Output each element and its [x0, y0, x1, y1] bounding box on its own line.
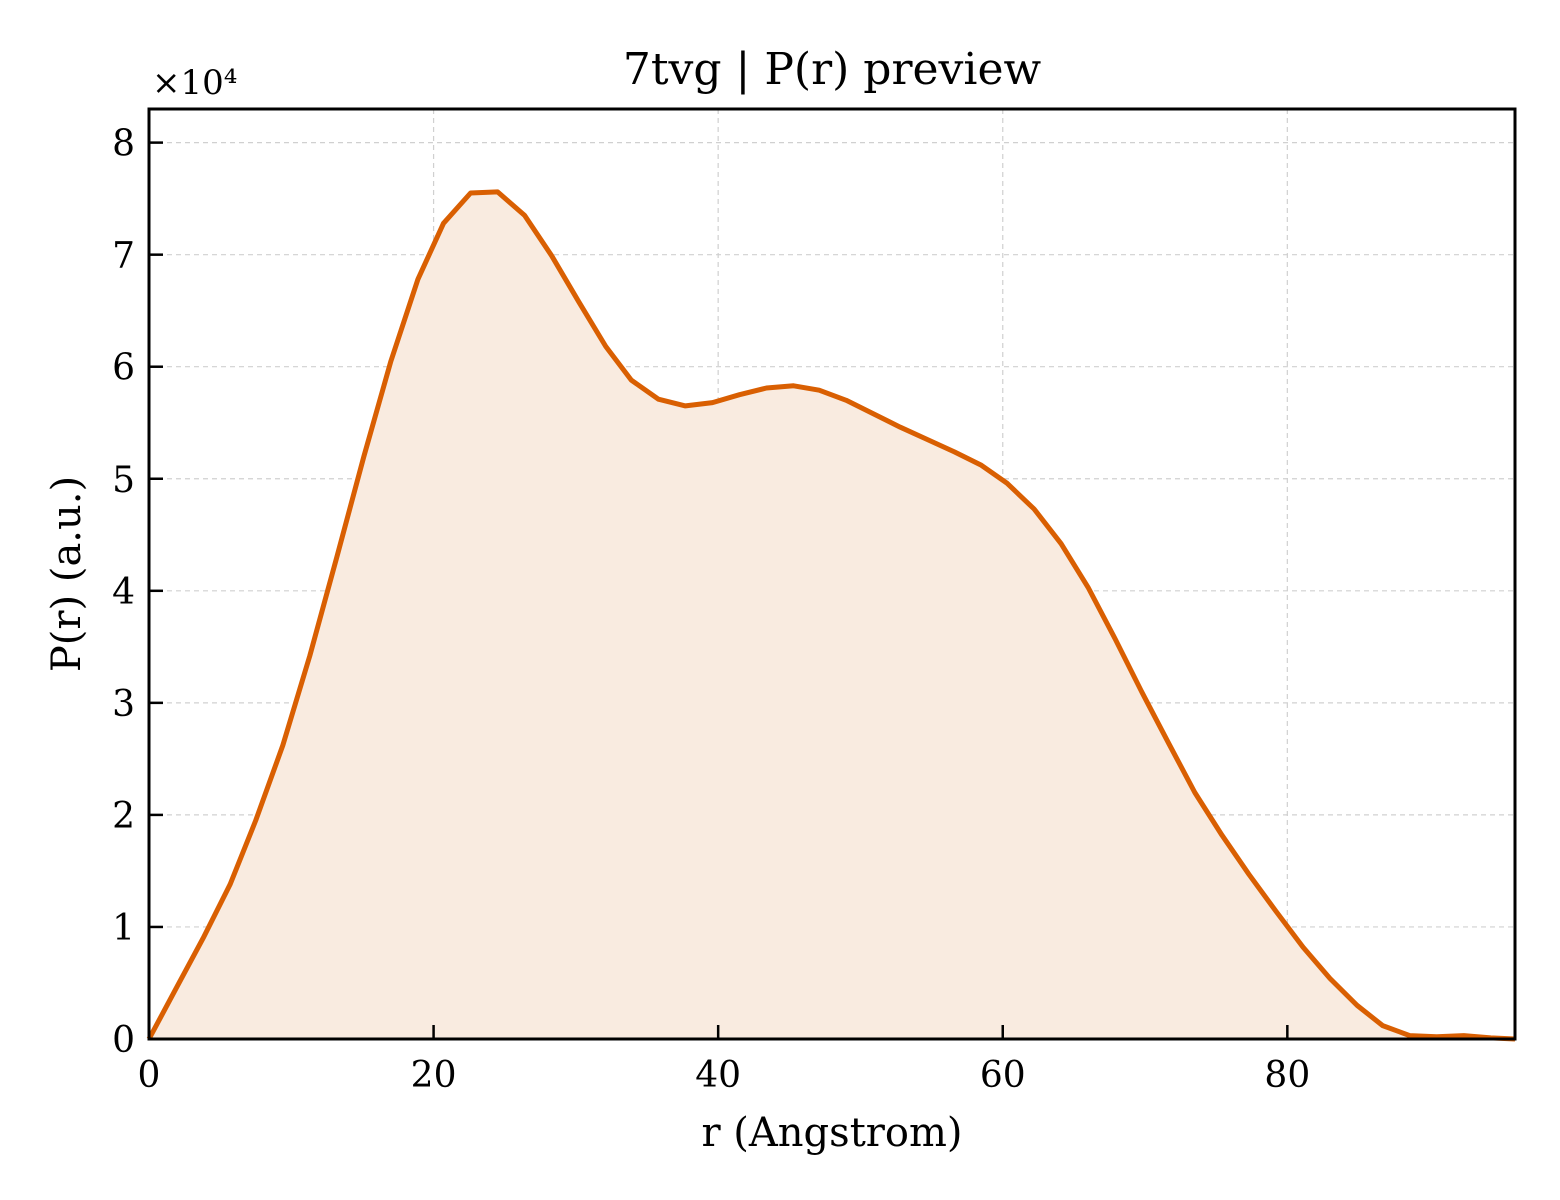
x-tick-label: 40	[695, 1055, 741, 1096]
y-tick-labels: 0 1 2 3 4 5 6 7 8	[112, 124, 135, 1061]
y-axis-multiplier: ×10⁴	[152, 63, 237, 103]
plot-frame	[147, 107, 1517, 1041]
y-tick-label: 0	[112, 1020, 135, 1061]
y-tick-label: 1	[112, 908, 135, 949]
chart-title: 7tvg | P(r) preview	[623, 44, 1042, 95]
y-tick-label: 4	[112, 572, 135, 613]
y-axis-label: P(r) (a.u.)	[44, 476, 90, 672]
x-tick-label: 20	[411, 1055, 457, 1096]
y-tick-label: 6	[112, 348, 135, 389]
tick-marks	[147, 141, 1289, 1041]
x-axis-label: r (Angstrom)	[701, 1110, 962, 1156]
x-tick-label: 80	[1264, 1055, 1310, 1096]
x-tick-label: 0	[138, 1055, 161, 1096]
y-tick-label: 8	[112, 124, 135, 165]
y-tick-label: 3	[112, 684, 135, 725]
pr-area-fill	[149, 191, 1515, 1039]
x-tick-labels: 0 20 40 60 80	[138, 1055, 1311, 1096]
y-tick-label: 2	[112, 796, 135, 837]
pr-series-line	[146, 189, 1516, 1042]
y-tick-label: 5	[112, 460, 135, 501]
x-tick-label: 60	[980, 1055, 1026, 1096]
y-tick-label: 7	[112, 236, 135, 277]
